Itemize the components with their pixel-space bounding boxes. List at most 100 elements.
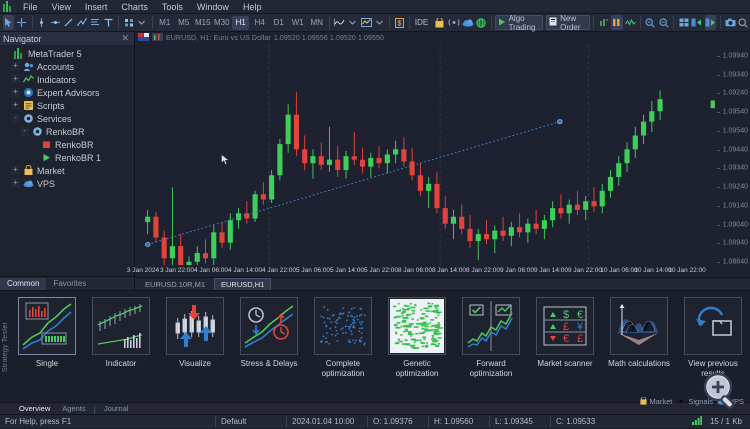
nav-item-services[interactable]: - Services [0, 112, 134, 125]
oscillator-icon[interactable] [624, 15, 636, 30]
nav-item-metatrader-5[interactable]: MetaTrader 5 [0, 47, 134, 60]
trendline-icon[interactable] [63, 15, 74, 30]
price-axis-tick [717, 243, 720, 245]
globe-icon[interactable] [476, 15, 487, 30]
chart-type-dropdown-icon[interactable] [347, 15, 358, 30]
tester-tile-label: Forward optimization [469, 359, 513, 378]
shift-right-icon[interactable] [704, 15, 716, 30]
timeframe-m1[interactable]: M1 [159, 18, 171, 27]
vps-cloud-icon[interactable] [462, 15, 474, 30]
price-axis[interactable]: 1.09940 1.09340 1.09240 1.09540 1.09540 1.094… [716, 44, 750, 265]
cursor-icon[interactable] [3, 15, 15, 30]
ide-button[interactable]: IDE [414, 18, 429, 27]
shapes-icon[interactable] [123, 15, 134, 30]
nav-item-indicators[interactable]: + Indicators [0, 73, 134, 86]
zoom-in-icon[interactable] [645, 15, 656, 30]
fibonacci-icon[interactable] [90, 15, 101, 30]
text-icon[interactable] [103, 15, 114, 30]
nav-item-scripts[interactable]: + Scripts [0, 99, 134, 112]
new-order-button[interactable]: New Order [546, 13, 591, 32]
chart-tab-eurusd-h1[interactable]: EURUSD,H1 [214, 277, 272, 291]
expand-icon[interactable]: + [11, 88, 20, 97]
expand-icon[interactable]: + [11, 101, 20, 110]
nav-item-renkobr-1[interactable]: RenkoBR 1 [0, 151, 134, 164]
currency-icon[interactable]: $ [394, 15, 405, 30]
chart-canvas[interactable]: 1.09940 1.09340 1.09240 1.09540 1.09540 1.094… [135, 44, 750, 265]
collapse-icon[interactable]: - [20, 127, 29, 136]
menu-charts[interactable]: Charts [121, 1, 148, 12]
navigator-tab-favorites[interactable]: Favorites [53, 279, 87, 288]
status-tab-market[interactable]: Market [640, 395, 672, 407]
price-axis-label: 1.08840 [722, 258, 748, 266]
timeframe-m30[interactable]: M30 [213, 18, 230, 27]
svg-text:$: $ [398, 20, 402, 27]
tester-tile-stress-delays[interactable]: Stress & Delays [236, 297, 302, 369]
menu-window[interactable]: Window [196, 1, 229, 12]
timeframe-d1[interactable]: D1 [273, 18, 284, 27]
toolbar-divider-8 [593, 16, 594, 29]
zoom-out-icon[interactable] [658, 15, 669, 30]
timeframe-m5[interactable]: M5 [178, 18, 190, 27]
timeframe-h4[interactable]: H4 [254, 18, 265, 27]
bar-chart-icon[interactable] [611, 15, 623, 30]
time-axis[interactable]: 3 Jan 2024 3 Jan 22:00 4 Jan 06:00 4 Jan 14… [127, 265, 750, 277]
template-icon[interactable] [360, 15, 372, 30]
menu-tools[interactable]: Tools [161, 1, 183, 12]
menu-view[interactable]: View [51, 1, 71, 12]
menu-help[interactable]: Help [242, 1, 262, 12]
tester-tile-math-calculations[interactable]: Math calculations [606, 297, 672, 369]
tester-tile-market-scanner[interactable]: $ € £ ¥ € £ Market scanner [532, 297, 598, 369]
tester-tile-complete-optimization[interactable]: Complete optimization [310, 297, 376, 379]
status-tab-signals[interactable]: Signals [676, 397, 713, 407]
shift-left-icon[interactable] [691, 15, 702, 30]
timeframe-w1[interactable]: W1 [291, 18, 304, 27]
tester-tile-indicator[interactable]: Indicator [88, 297, 154, 369]
menu-insert[interactable]: Insert [84, 1, 108, 12]
chart-tab-eurusd-10r-m1[interactable]: EURUSD.10R,M1 [145, 279, 206, 289]
timeframe-m15[interactable]: M15 [194, 18, 211, 27]
toolbar-divider-5 [389, 16, 390, 29]
tester-tab-agents[interactable]: Agents [62, 404, 86, 413]
tester-tile-view-previous-results[interactable]: View previous results [680, 297, 746, 379]
expand-icon[interactable]: + [11, 62, 20, 71]
nav-item-renkobr[interactable]: RenkoBR [0, 138, 134, 151]
expand-icon[interactable]: + [11, 75, 20, 84]
tester-tile-visualize[interactable]: Visualize [162, 297, 228, 369]
polyline-icon[interactable] [76, 15, 87, 30]
nav-item-accounts[interactable]: + Accounts [0, 60, 134, 73]
grid-icon[interactable] [678, 15, 689, 30]
close-icon[interactable]: ✕ [121, 33, 129, 43]
nav-item-vps[interactable]: + VPS [0, 177, 134, 190]
vertical-line-icon[interactable] [36, 15, 47, 30]
nav-item-renkobr[interactable]: - RenkoBR [0, 125, 134, 138]
timeframe-mn[interactable]: MN [310, 18, 323, 27]
camera-icon[interactable] [725, 15, 736, 30]
tester-tab-overview[interactable]: Overview [19, 404, 51, 413]
tester-tile-genetic-optimization[interactable]: Genetic optimization [384, 297, 450, 379]
new-order-label: New Order [560, 13, 581, 32]
algo-trading-button[interactable]: Algo Trading [494, 14, 544, 32]
search-icon[interactable] [738, 15, 749, 30]
tester-tile-forward-optimization[interactable]: Forward optimization [458, 297, 524, 379]
crosshair-icon[interactable] [16, 15, 27, 30]
horizontal-line-icon[interactable] [50, 15, 61, 30]
menu-file[interactable]: File [23, 1, 38, 12]
line-chart-icon[interactable] [334, 15, 345, 30]
time-axis-label: 4 Jan 22:00 [262, 267, 296, 274]
expand-icon[interactable]: + [11, 166, 20, 175]
chart-price-label: 1.09520 1.09556 1.09520 1.09550 [273, 34, 384, 42]
chevron-down-icon[interactable] [136, 15, 147, 30]
expand-icon[interactable]: + [11, 179, 20, 188]
market-bag-icon[interactable] [434, 15, 445, 30]
indicators-icon[interactable] [598, 15, 609, 30]
collapse-icon[interactable]: - [11, 114, 20, 123]
signals-icon[interactable] [448, 15, 460, 30]
tester-tab-journal[interactable]: Journal [103, 404, 129, 413]
nav-item-expert-advisors[interactable]: + Expert Advisors [0, 86, 134, 99]
navigator-tab-common[interactable]: Common [0, 278, 47, 290]
tester-tile-label: Market scanner [537, 359, 593, 368]
tester-tile-single[interactable]: Single [14, 297, 80, 369]
timeframe-h1[interactable]: H1 [232, 15, 250, 30]
nav-item-market[interactable]: + Market [0, 164, 134, 177]
template-dropdown-icon[interactable] [374, 15, 385, 30]
